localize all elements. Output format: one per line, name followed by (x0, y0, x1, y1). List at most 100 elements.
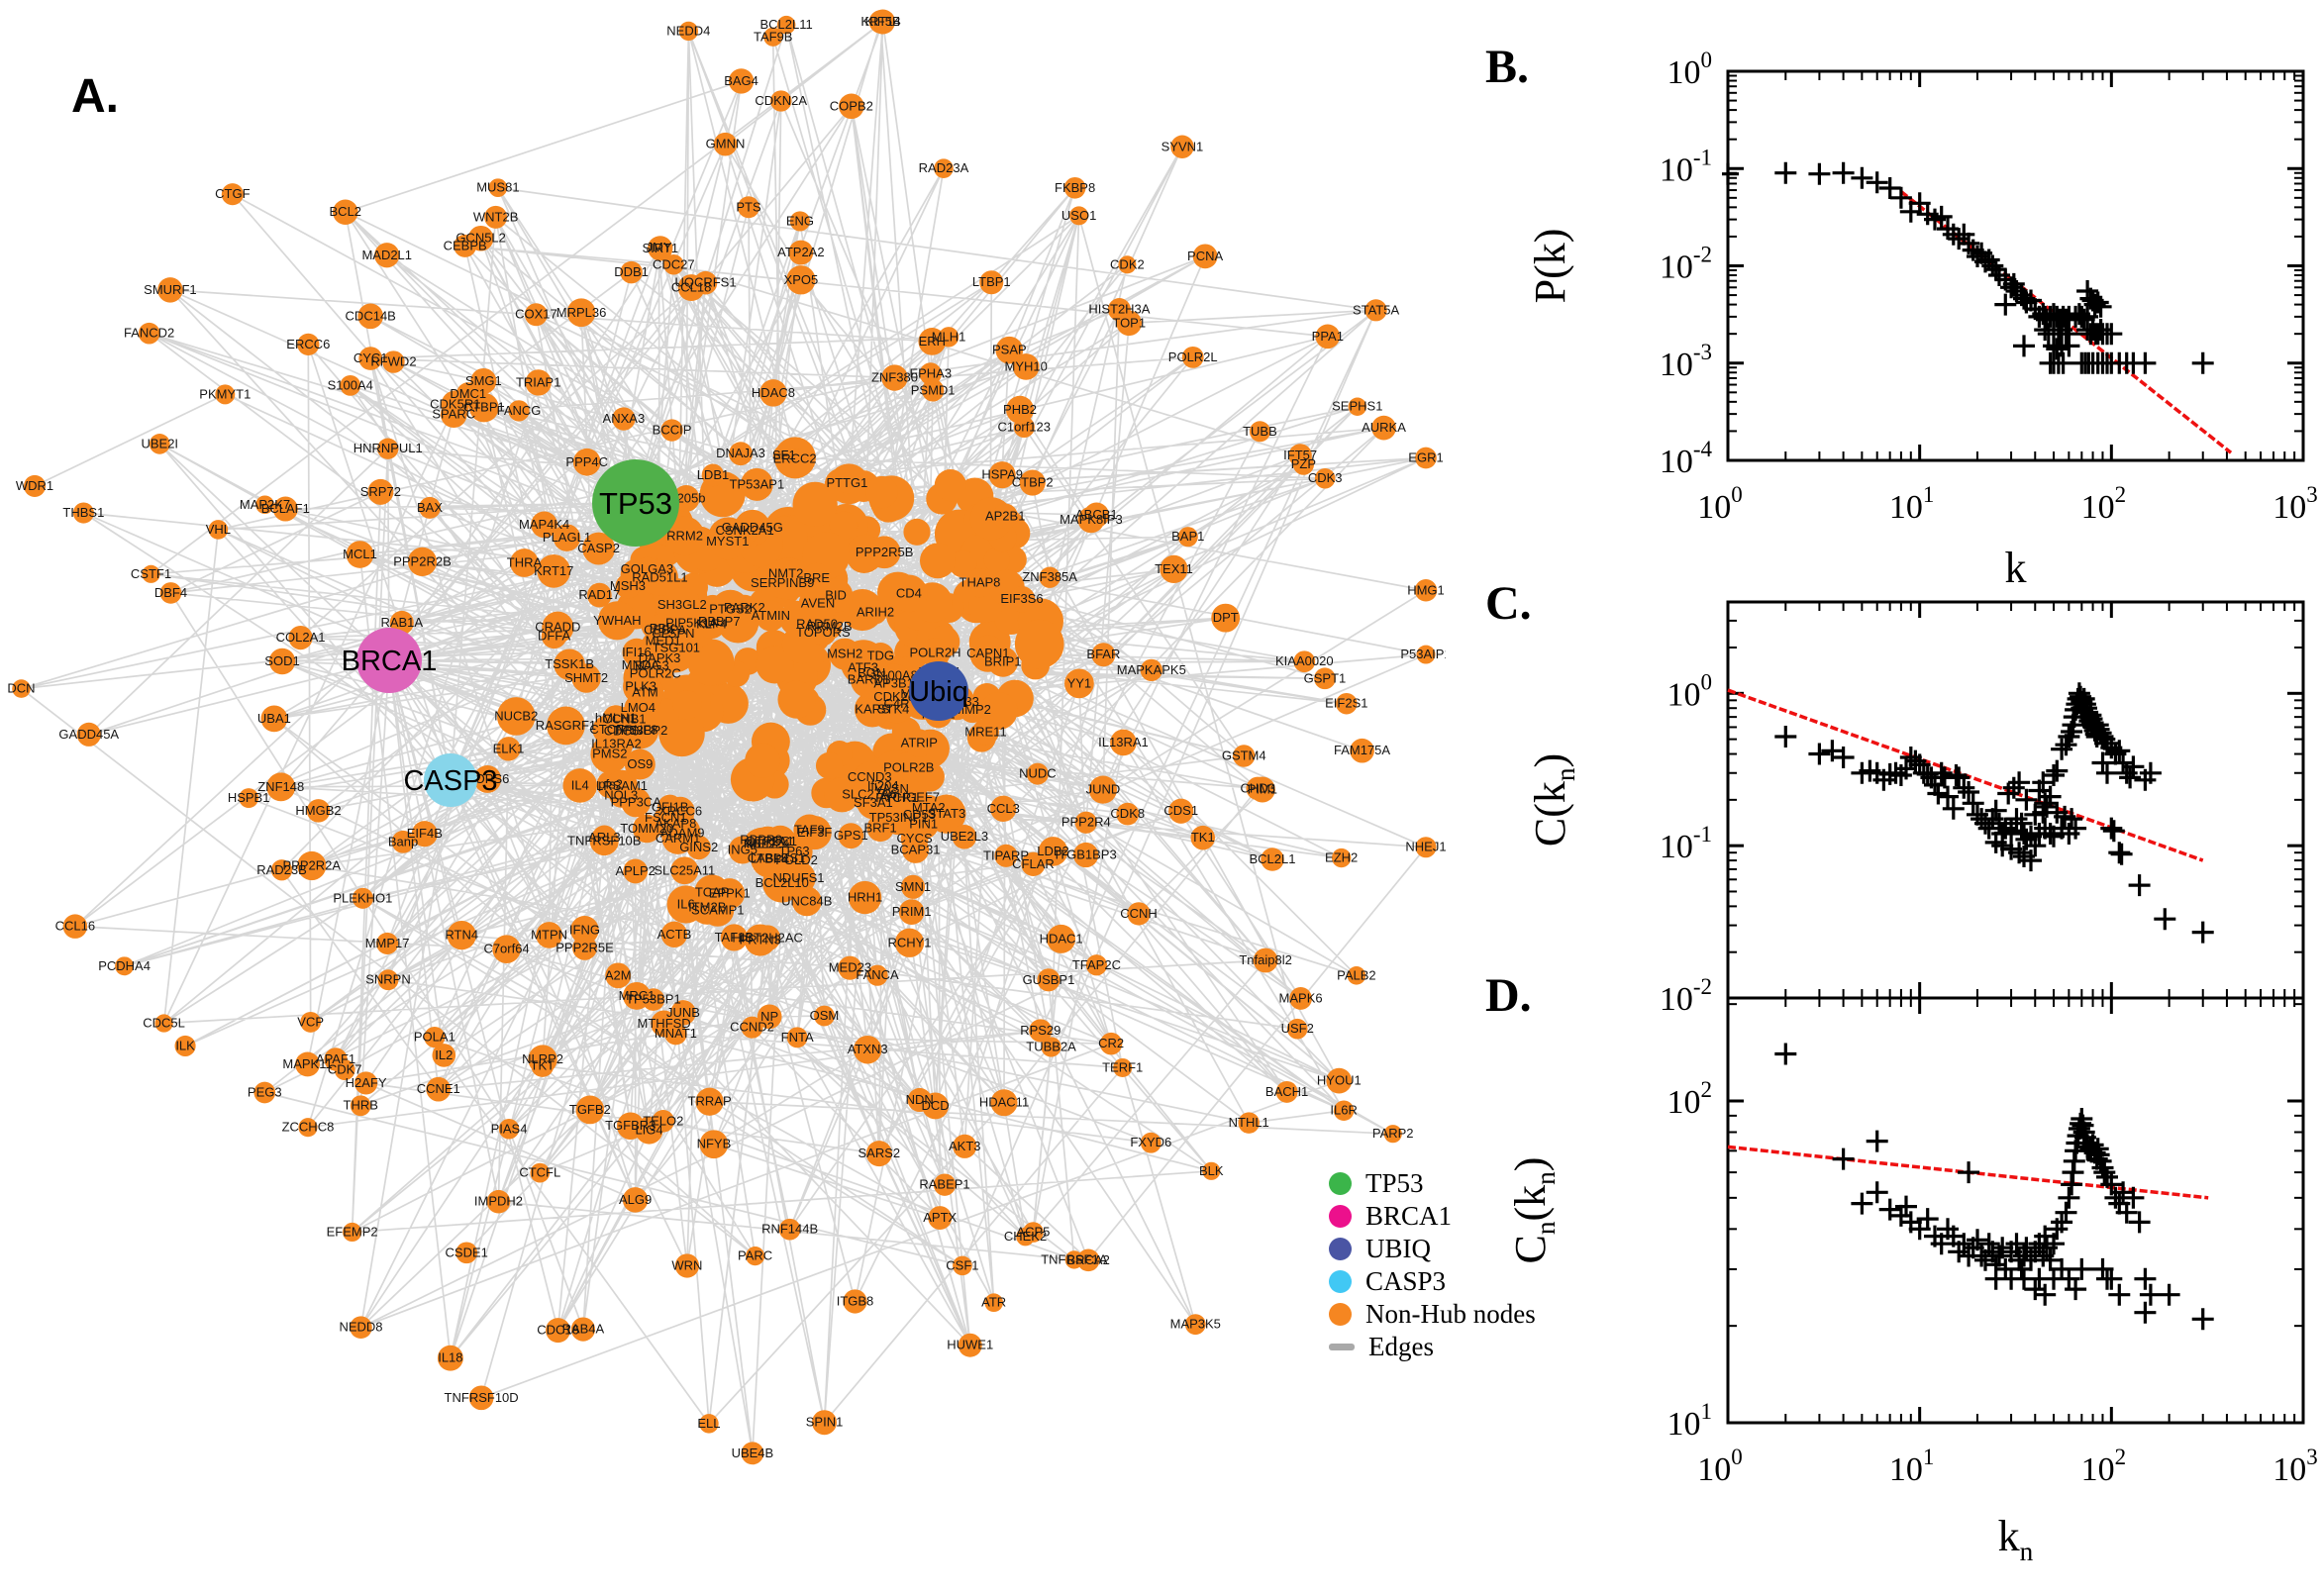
node-label: CDS1 (1163, 803, 1198, 818)
node-label: RAB1A (380, 615, 423, 630)
node-label: RAD23B (256, 862, 307, 877)
network-node (297, 850, 327, 881)
network-node (1006, 395, 1035, 424)
network-node (272, 496, 298, 522)
node-label: THRB (344, 1098, 378, 1113)
node-label: BLK (1199, 1163, 1224, 1178)
node-label: CTBP1 (463, 400, 505, 415)
hub-label-tp53: TP53 (599, 486, 672, 521)
network-node (1069, 206, 1089, 226)
network-node (266, 772, 296, 802)
network-node (1076, 1248, 1100, 1272)
network-node (890, 574, 928, 613)
node-label: AKAP8 (655, 816, 696, 831)
network-node (1072, 842, 1099, 868)
node-swatch-icon (1329, 1171, 1352, 1195)
network-node (1253, 948, 1278, 973)
legend-item-tp53: TP53 (1329, 1169, 1536, 1196)
node-label: ATF3 (848, 660, 878, 675)
network-node (1211, 603, 1241, 633)
node-label: CARM1 (656, 831, 701, 846)
network-node (623, 668, 659, 705)
network-node (1037, 968, 1060, 992)
network-node (839, 93, 864, 120)
network-node (757, 1004, 782, 1030)
node-label: SF3A1 (854, 795, 893, 810)
node-label: ATMIN (752, 608, 790, 623)
node-label: NP (760, 1009, 778, 1024)
node-label: BRCA2 (1066, 1252, 1109, 1267)
network-node (496, 697, 536, 736)
network-edges (20, 21, 1427, 1453)
node-label: AVEN (801, 596, 835, 611)
node-label: IL13RA1 (1098, 735, 1149, 749)
network-node (797, 815, 832, 850)
network-node (672, 484, 700, 512)
network-node (701, 463, 725, 487)
svg-text:10-2: 10-2 (1660, 974, 1712, 1018)
network-node (789, 211, 810, 232)
node-label: UNC84B (781, 893, 832, 908)
node-label: BFAR (1086, 647, 1120, 661)
network-node (1168, 798, 1194, 824)
node-label: LMO4 (621, 700, 656, 715)
node-label: CDK5R1 (430, 397, 480, 412)
node-label: CCND3 (848, 769, 892, 784)
node-label: BARD1 (848, 672, 890, 687)
network-node (620, 260, 643, 284)
node-label: PIN1 (909, 816, 938, 831)
node-label: CCNH (1120, 906, 1158, 921)
node-label: AP2B1 (985, 508, 1025, 523)
legend-item-ubiq: UBIQ (1329, 1235, 1536, 1261)
network-node (952, 824, 977, 849)
node-label: GSPT1 (1304, 670, 1347, 685)
network-node (508, 400, 530, 422)
node-label: EIF3F (797, 825, 832, 840)
network-node (731, 517, 758, 545)
node-label: ITGB1BP3 (1056, 848, 1117, 862)
axis-ticks (1726, 600, 2305, 1000)
node-label: SYVN1 (1162, 139, 1204, 153)
legend-label: BRCA1 (1365, 1200, 1453, 1231)
node-label: PIP5K1A (665, 616, 718, 631)
network-node (306, 799, 331, 823)
node-label: PCDHA4 (98, 958, 151, 973)
node-label: MRPL36 (556, 305, 607, 320)
network-node (1116, 802, 1140, 826)
node-label: ARHGEF7 (879, 789, 940, 804)
network-node (157, 277, 183, 303)
node-label: STK4 (877, 701, 910, 716)
node-label: CDC6 (604, 724, 639, 739)
node-label: EPPK1 (709, 886, 751, 901)
node-label: RRM2 (666, 528, 703, 543)
svg-text:10-1: 10-1 (1660, 822, 1712, 865)
network-node (566, 298, 596, 328)
tick-labels: 100 10-1 10-2 (1660, 669, 1712, 1018)
node-label: NEDD4 (666, 23, 710, 38)
svg-text:10-3: 10-3 (1660, 340, 1712, 383)
node-label: hMLH1 (595, 710, 637, 725)
node-label: SMURF1 (144, 282, 196, 297)
node-label: XRCC6 (658, 803, 702, 818)
network-node (788, 240, 814, 265)
network-node (1233, 745, 1256, 767)
node-label: C4R (884, 696, 910, 711)
node-label: TOPORS (796, 625, 851, 640)
network-node (791, 886, 822, 917)
node-label: USF2 (1281, 1021, 1314, 1036)
node-label: GFI1B (652, 799, 689, 814)
node-label: KARS (855, 701, 890, 716)
network-node (648, 236, 673, 261)
hub-label-brca1: BRCA1 (342, 646, 438, 677)
network-node (729, 442, 753, 466)
node-label: RTN4 (445, 928, 478, 943)
node-label: CDK7 (328, 1062, 362, 1077)
node-label: CDC14B (346, 308, 396, 323)
node-label: RABEP1 (919, 1177, 969, 1192)
node-label: POLR2H (909, 645, 960, 659)
x-axis-label: kn (1998, 1512, 2034, 1566)
data-points (1722, 161, 2214, 374)
node-label: TAF9B (754, 29, 793, 44)
network-node (343, 1222, 362, 1243)
node-label: TP53INP1 (869, 810, 929, 825)
